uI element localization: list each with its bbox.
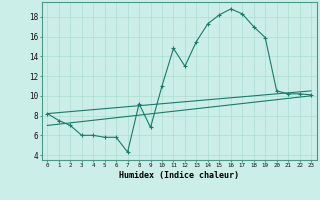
X-axis label: Humidex (Indice chaleur): Humidex (Indice chaleur)	[119, 171, 239, 180]
